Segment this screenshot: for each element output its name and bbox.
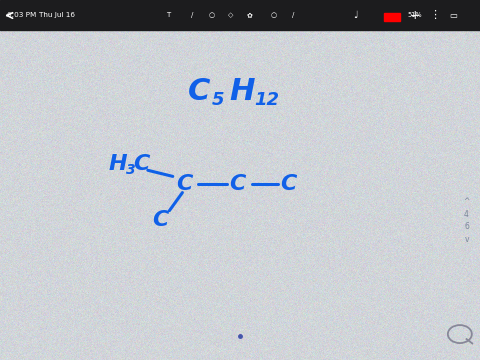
Text: ^: ^: [463, 197, 470, 206]
Text: C: C: [229, 174, 246, 194]
Text: ♩: ♩: [353, 10, 358, 21]
Text: C: C: [177, 174, 193, 194]
Text: ◇: ◇: [228, 13, 233, 18]
Text: C: C: [188, 77, 210, 106]
Text: C: C: [280, 174, 296, 194]
Text: ⋮: ⋮: [429, 10, 440, 21]
Text: v: v: [464, 235, 469, 244]
Text: H: H: [108, 154, 127, 174]
Text: H: H: [229, 77, 255, 106]
Text: 6:03 PM: 6:03 PM: [7, 13, 36, 18]
Text: C: C: [153, 210, 169, 230]
Text: T: T: [166, 13, 170, 18]
Text: C: C: [133, 154, 150, 174]
Text: ○: ○: [208, 13, 214, 18]
Text: ✿: ✿: [247, 13, 252, 18]
Bar: [0, 0, 480, 30]
Text: 4: 4: [464, 210, 469, 219]
Text: /: /: [292, 13, 294, 18]
Bar: [384, 13, 400, 21]
Text: ▭: ▭: [450, 11, 457, 20]
Text: /: /: [191, 13, 193, 18]
Text: ○: ○: [271, 13, 276, 18]
Text: 5: 5: [212, 91, 225, 109]
Text: 3: 3: [126, 163, 135, 177]
Text: Thu Jul 16: Thu Jul 16: [39, 13, 75, 18]
Text: +: +: [410, 9, 420, 22]
Text: 51%: 51%: [407, 13, 421, 18]
Text: 12: 12: [254, 91, 279, 109]
Text: 6: 6: [464, 222, 469, 231]
